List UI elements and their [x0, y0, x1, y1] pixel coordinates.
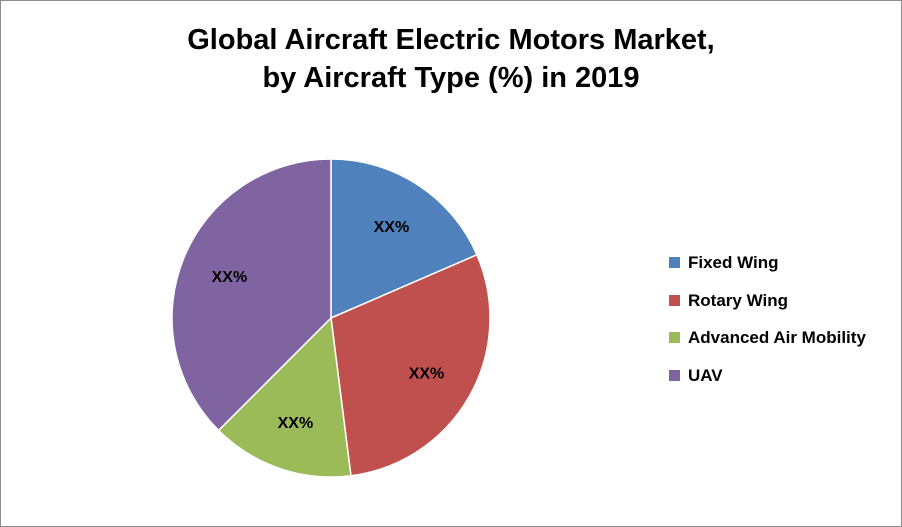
pie-slice-uav	[171, 158, 332, 432]
data-label-uav: XX%	[212, 269, 248, 286]
chart-title-line-1: Global Aircraft Electric Motors Market,	[187, 24, 715, 56]
data-label-fixed-wing: XX%	[374, 219, 410, 236]
pie-slice-advanced-air-mobility	[217, 316, 352, 478]
legend-label: Fixed Wing	[688, 253, 779, 272]
legend-label: Advanced Air Mobility	[688, 328, 866, 347]
legend-swatch	[669, 332, 680, 343]
data-label-advanced-air-mobility: XX%	[278, 415, 314, 432]
data-label-rotary-wing: XX%	[409, 366, 445, 383]
legend-swatch	[669, 294, 680, 306]
pie-slice-rotary-wing	[330, 253, 491, 477]
legend-label: Rotary Wing	[688, 290, 788, 310]
chart-title-line-2: by Aircraft Type (%) in 2019	[262, 62, 640, 94]
legend-swatch	[669, 257, 680, 268]
legend-swatch	[669, 369, 680, 381]
legend-label: UAV	[688, 365, 723, 385]
chart-title: Global Aircraft Electric Motors Market, …	[1, 21, 901, 97]
pie-slice-fixed-wing	[330, 158, 478, 320]
